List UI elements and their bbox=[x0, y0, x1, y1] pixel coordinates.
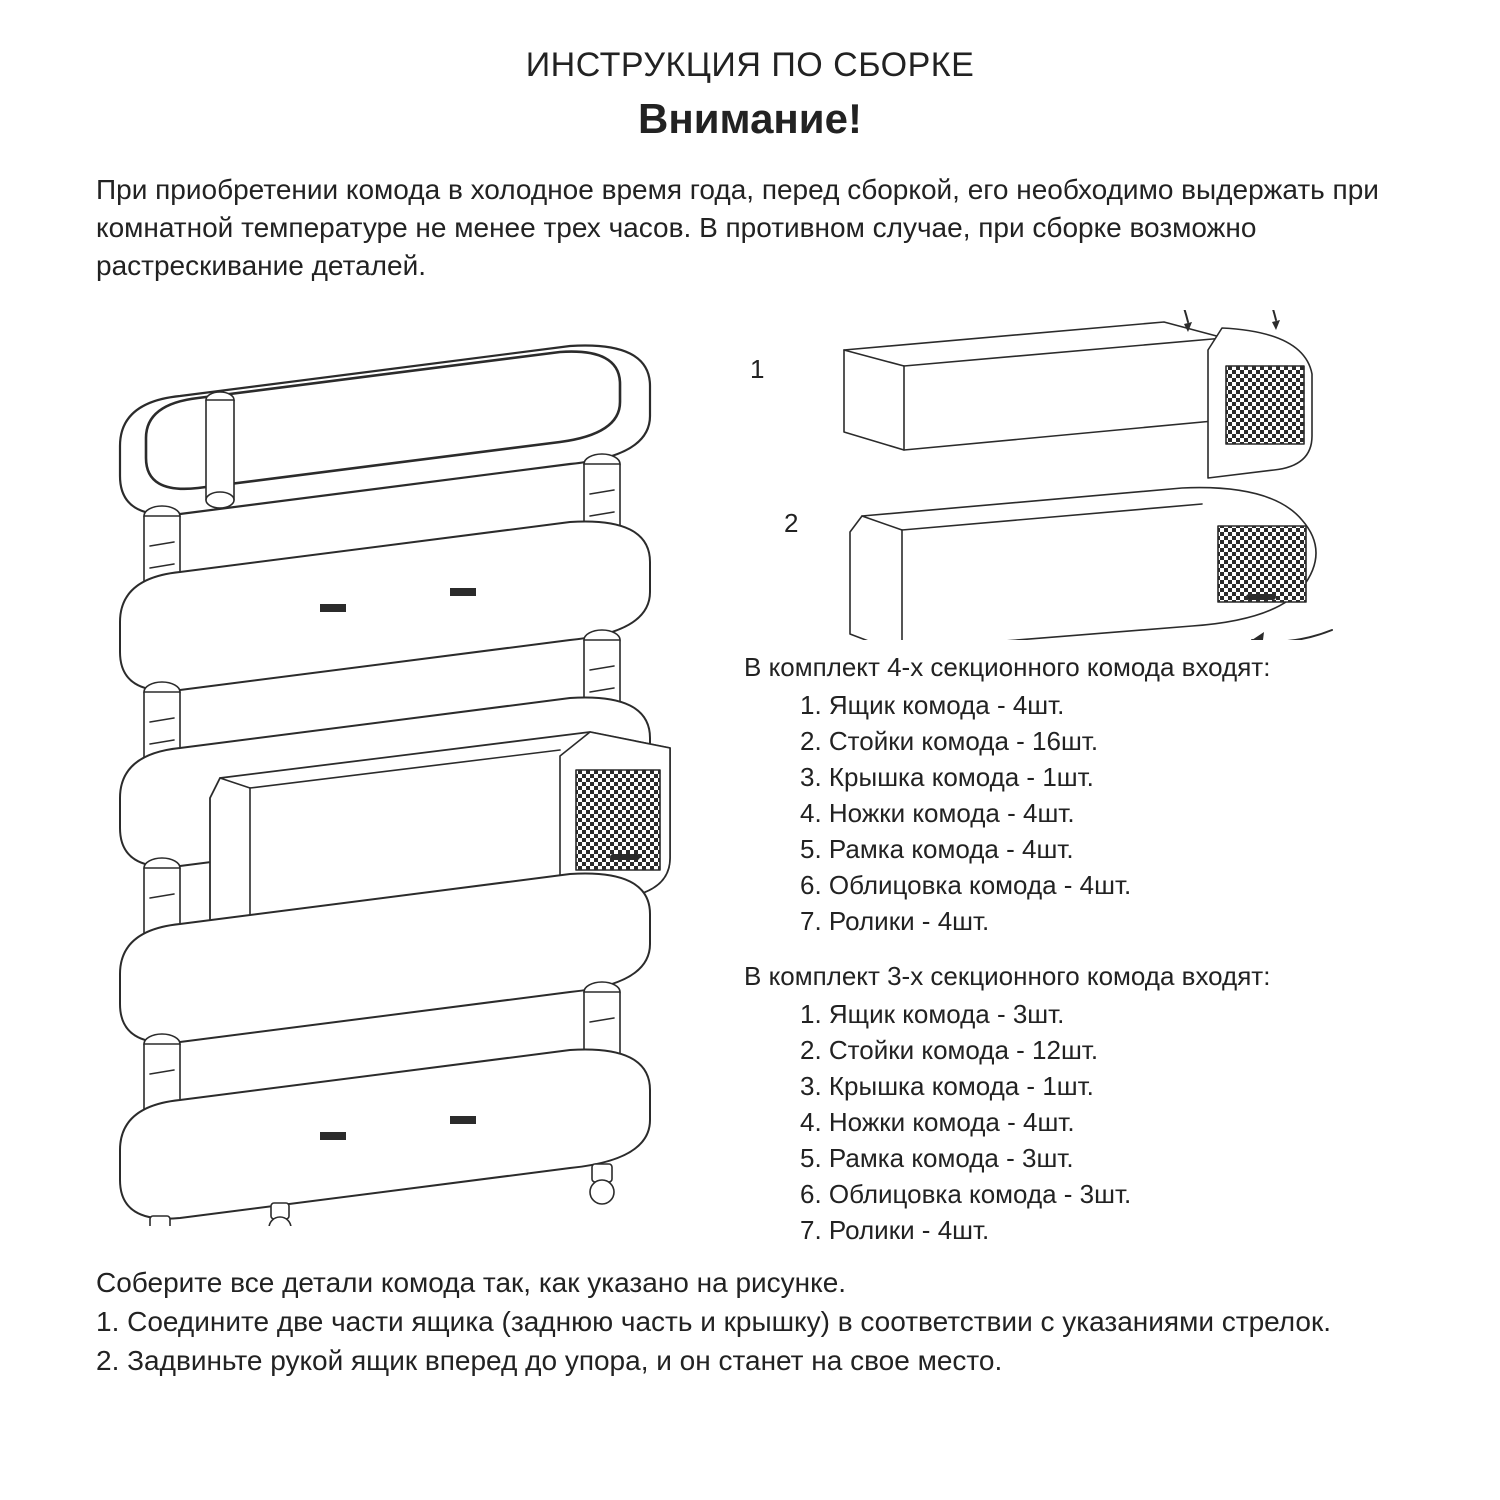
right-column: 1 2 bbox=[744, 306, 1410, 1248]
list-item: 4. Ножки комода - 4шт. bbox=[800, 1105, 1410, 1141]
main-diagram bbox=[90, 306, 710, 1226]
set3-items: 1. Ящик комода - 3шт. 2. Стойки комода -… bbox=[744, 997, 1410, 1248]
drawer-steps-svg bbox=[744, 310, 1344, 640]
list-item: 3. Крышка комода - 1шт. bbox=[800, 1069, 1410, 1105]
list-item: 2. Стойки комода - 12шт. bbox=[800, 1033, 1410, 1069]
step-2-number: 2 bbox=[784, 508, 798, 539]
list-item: 7. Ролики - 4шт. bbox=[800, 1213, 1410, 1249]
list-item: 5. Рамка комода - 4шт. bbox=[800, 832, 1410, 868]
set3-block: В комплект 3-х секционного комода входят… bbox=[744, 959, 1410, 1248]
list-item: 6. Облицовка комода - 3шт. bbox=[800, 1177, 1410, 1213]
list-item: 1. Ящик комода - 4шт. bbox=[800, 688, 1410, 724]
footer-line: Соберите все детали комода так, как указ… bbox=[96, 1264, 1404, 1303]
page: ИНСТРУКЦИЯ ПО СБОРКЕ Внимание! При приоб… bbox=[0, 0, 1500, 1500]
set4-title: В комплект 4-х секционного комода входят… bbox=[744, 650, 1410, 686]
dresser-svg bbox=[90, 306, 710, 1226]
set4-block: В комплект 4-х секционного комода входят… bbox=[744, 650, 1410, 939]
attention-heading: Внимание! bbox=[90, 95, 1410, 143]
doc-title: ИНСТРУКЦИЯ ПО СБОРКЕ bbox=[90, 46, 1410, 85]
intro-paragraph: При приобретении комода в холодное время… bbox=[90, 171, 1410, 284]
step-1-number: 1 bbox=[750, 354, 764, 385]
list-item: 6. Облицовка комода - 4шт. bbox=[800, 868, 1410, 904]
list-item: 4. Ножки комода - 4шт. bbox=[800, 796, 1410, 832]
list-item: 3. Крышка комода - 1шт. bbox=[800, 760, 1410, 796]
footer-line: 1. Соедините две части ящика (заднюю час… bbox=[96, 1303, 1404, 1342]
set3-title: В комплект 3-х секционного комода входят… bbox=[744, 959, 1410, 995]
list-item: 5. Рамка комода - 3шт. bbox=[800, 1141, 1410, 1177]
set4-items: 1. Ящик комода - 4шт. 2. Стойки комода -… bbox=[744, 688, 1410, 939]
footer-line: 2. Задвиньте рукой ящик вперед до упора,… bbox=[96, 1342, 1404, 1381]
list-item: 1. Ящик комода - 3шт. bbox=[800, 997, 1410, 1033]
footer-instructions: Соберите все детали комода так, как указ… bbox=[90, 1264, 1410, 1380]
content-row: 1 2 bbox=[90, 306, 1410, 1248]
drawer-steps-diagram: 1 2 bbox=[744, 310, 1410, 640]
list-item: 2. Стойки комода - 16шт. bbox=[800, 724, 1410, 760]
list-item: 7. Ролики - 4шт. bbox=[800, 904, 1410, 940]
